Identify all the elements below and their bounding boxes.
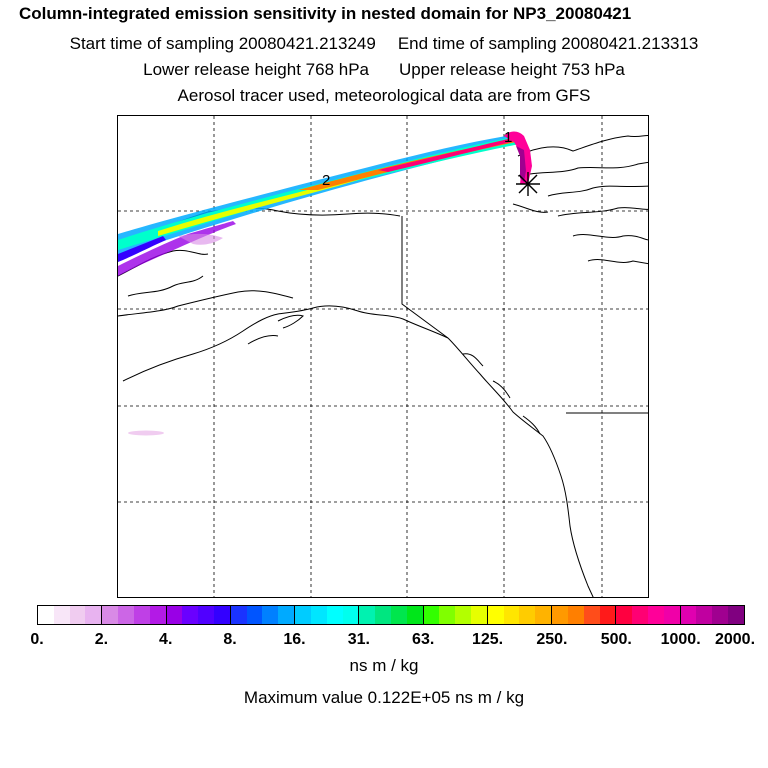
colorbar-swatch bbox=[278, 606, 295, 624]
colorbar-swatch bbox=[295, 606, 311, 624]
colorbar-tick-label: 63. bbox=[412, 631, 435, 648]
colorbar-segment bbox=[551, 606, 616, 624]
colorbar bbox=[37, 605, 745, 625]
borders bbox=[401, 216, 648, 414]
colorbar-segment bbox=[486, 606, 552, 624]
sampling-times: Start time of sampling 20080421.213249 En… bbox=[0, 34, 768, 54]
track-label-2: 2 bbox=[322, 172, 330, 189]
colorbar-tick-label: 0. bbox=[30, 631, 44, 648]
graticule bbox=[118, 116, 648, 597]
colorbar-swatch bbox=[198, 606, 214, 624]
upper-release-label: Upper release height 753 hPa bbox=[399, 60, 625, 79]
colorbar-swatch bbox=[632, 606, 649, 624]
colorbar-swatch bbox=[390, 606, 407, 624]
colorbar-swatch bbox=[552, 606, 568, 624]
colorbar-swatch bbox=[38, 606, 54, 624]
colorbar-tick-label: 2000. bbox=[714, 631, 756, 648]
start-time-label: Start time of sampling 20080421.213249 bbox=[69, 34, 376, 53]
colorbar-tick-label: 500. bbox=[600, 631, 632, 648]
track-label-1: 1 bbox=[504, 129, 512, 146]
colorbar-swatch bbox=[118, 606, 134, 624]
colorbar-segment bbox=[229, 606, 295, 624]
colorbar-swatch bbox=[616, 606, 633, 624]
colorbar-segment bbox=[165, 606, 230, 624]
colorbar-tick-label: 4. bbox=[159, 631, 173, 648]
colorbar-swatch bbox=[230, 606, 247, 624]
colorbar-tick-label: 1000. bbox=[660, 631, 701, 648]
colorbar-swatch bbox=[375, 606, 391, 624]
colorbar-swatch bbox=[213, 606, 230, 624]
colorbar-segment bbox=[294, 606, 359, 624]
colorbar-swatch bbox=[149, 606, 166, 624]
colorbar-tick-label: 31. bbox=[347, 631, 370, 648]
tracer-info: Aerosol tracer used, meteorological data… bbox=[177, 86, 591, 105]
colorbar-swatch bbox=[487, 606, 504, 624]
colorbar-swatch bbox=[535, 606, 552, 624]
colorbar-tick-label: 16. bbox=[283, 631, 306, 648]
colorbar-swatch bbox=[262, 606, 279, 624]
colorbar-segment bbox=[101, 606, 166, 624]
colorbar-swatch bbox=[85, 606, 102, 624]
colorbar-segment bbox=[679, 606, 744, 624]
colorbar-swatch bbox=[680, 606, 697, 624]
lower-release-label: Lower release height 768 hPa bbox=[143, 60, 369, 79]
end-time-label: End time of sampling 20080421.213313 bbox=[397, 34, 699, 53]
colorbar-swatch bbox=[359, 606, 376, 624]
colorbar-swatch bbox=[102, 606, 119, 624]
asterisk-release-icon bbox=[516, 172, 540, 196]
colorbar-swatch bbox=[567, 606, 584, 624]
colorbar-swatch bbox=[53, 606, 70, 624]
coastlines bbox=[118, 134, 648, 597]
colorbar-swatch bbox=[455, 606, 472, 624]
colorbar-swatch bbox=[423, 606, 440, 624]
map-panel: 1 2 bbox=[117, 115, 649, 598]
colorbar-units: ns m / kg bbox=[349, 656, 419, 675]
colorbar-swatch bbox=[246, 606, 263, 624]
plot-title: Column-integrated emission sensitivity i… bbox=[19, 4, 632, 23]
colorbar-swatch bbox=[696, 606, 713, 624]
release-heights: Lower release height 768 hPa Upper releas… bbox=[0, 60, 768, 80]
sensitivity-plume bbox=[118, 131, 532, 436]
colorbar-swatch bbox=[133, 606, 150, 624]
colorbar-tick-label: 8. bbox=[223, 631, 237, 648]
colorbar-swatch bbox=[471, 606, 487, 624]
colorbar-segment bbox=[358, 606, 423, 624]
colorbar-swatch bbox=[182, 606, 199, 624]
colorbar-swatch bbox=[69, 606, 86, 624]
colorbar-swatch bbox=[342, 606, 359, 624]
colorbar-tick-label: 250. bbox=[536, 631, 568, 648]
colorbar-swatch bbox=[406, 606, 423, 624]
colorbar-swatch bbox=[728, 606, 744, 624]
maximum-value: Maximum value 0.122E+05 ns m / kg bbox=[243, 688, 525, 707]
colorbar-swatch bbox=[166, 606, 183, 624]
colorbar-tick-label: 125. bbox=[471, 631, 504, 648]
colorbar-swatch bbox=[648, 606, 664, 624]
colorbar-segment bbox=[615, 606, 680, 624]
colorbar-segment bbox=[422, 606, 487, 624]
colorbar-swatch bbox=[519, 606, 536, 624]
colorbar-tick-label: 2. bbox=[94, 631, 109, 648]
colorbar-swatch bbox=[503, 606, 520, 624]
colorbar-swatch bbox=[663, 606, 680, 624]
colorbar-swatch bbox=[583, 606, 600, 624]
colorbar-swatch bbox=[326, 606, 343, 624]
colorbar-segment bbox=[38, 606, 102, 624]
colorbar-swatch bbox=[599, 606, 616, 624]
colorbar-swatch bbox=[310, 606, 327, 624]
colorbar-swatch bbox=[439, 606, 456, 624]
colorbar-swatch bbox=[712, 606, 729, 624]
